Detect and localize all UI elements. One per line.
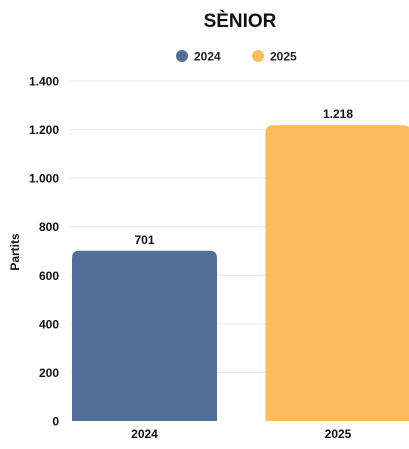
x-tick-label-2024: 2024 (131, 427, 158, 441)
data-label-2025: 1.218 (323, 107, 353, 121)
y-tick-label: 1.200 (29, 123, 59, 137)
bars (72, 125, 409, 421)
bar-2025 (266, 125, 409, 421)
bar-2024 (72, 251, 217, 421)
y-tick-label: 200 (39, 366, 59, 380)
legend-swatch-2025 (252, 50, 264, 62)
chart-title: SÈNIOR (204, 10, 277, 32)
y-tick-label: 600 (39, 269, 59, 283)
y-tick-label: 1.400 (29, 75, 59, 89)
y-tick-label: 400 (39, 317, 59, 331)
legend-label-2024: 2024 (194, 50, 221, 64)
y-tick-label: 1.000 (29, 172, 59, 186)
y-tick-label: 0 (52, 415, 59, 429)
y-tick-label: 800 (39, 220, 59, 234)
y-axis-label: Partits (8, 233, 22, 271)
data-label-2024: 701 (134, 233, 154, 247)
legend-swatch-2024 (176, 50, 188, 62)
legend-label-2025: 2025 (270, 50, 297, 64)
x-tick-label-2025: 2025 (325, 427, 352, 441)
y-axis-ticks: 0 200 400 600 800 1.000 1.200 1.400 (29, 75, 59, 429)
legend: 2024 2025 (176, 50, 297, 64)
x-axis-ticks: 2024 2025 (131, 427, 352, 441)
